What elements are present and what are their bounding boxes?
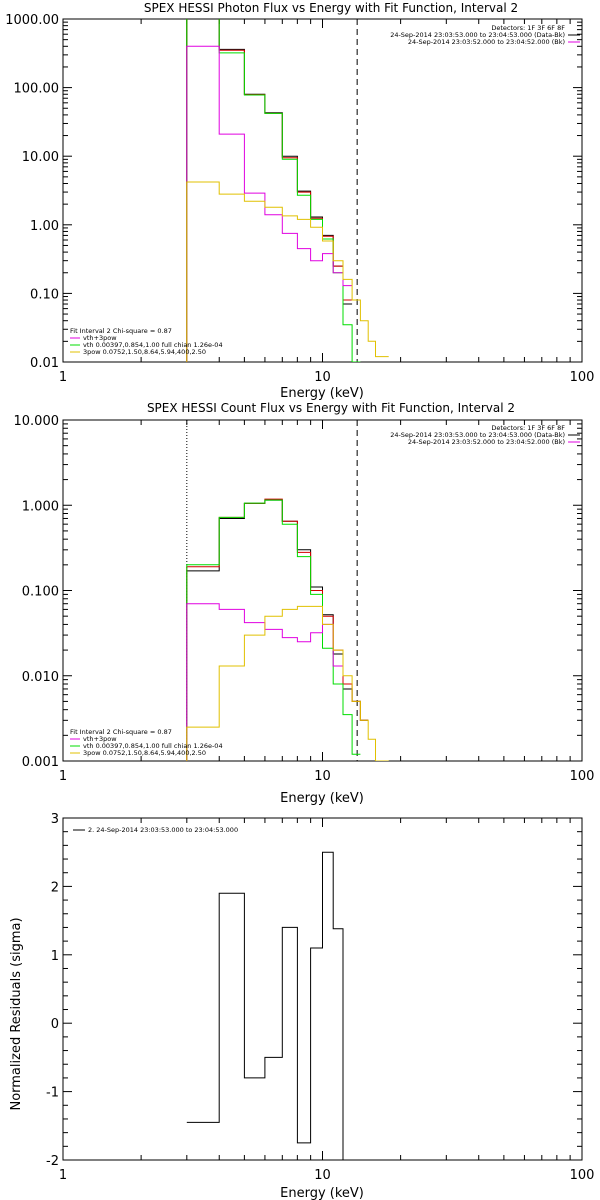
residuals-ytick-label: -2 [46,1154,59,1169]
photon-flux-panel: SPEX HESSI Photon Flux vs Energy with Fi… [5,1,595,401]
photon-legend-entry: 24-Sep-2014 23:03:52.000 to 23:04:52.000… [408,38,565,46]
photon-fit-entry: vth+3pow [83,334,117,342]
photon-ytick-label: 1000.00 [5,13,59,28]
count-legend-entry: 24-Sep-2014 23:03:53.000 to 23:04:53.000… [390,431,565,439]
residuals-y-tick-labels: -2 -1 0 1 2 3 [46,812,59,1169]
count-x-axis-label: Energy (keV) [280,791,364,806]
photon-fit-header: Fit Interval 2 Chi-square = 0.87 [70,327,172,335]
photon-fit-entry: 3pow 0.0752,1.50,8.64,5.94,400,2.50 [83,348,206,356]
photon-series-magenta [186,45,353,362]
residuals-panel: -2 -1 0 1 2 3 1 10 100 Energy (keV) Norm… [9,812,594,1200]
count-ytick-label: 0.100 [22,585,59,600]
photon-title: SPEX HESSI Photon Flux vs Energy with Fi… [144,1,518,15]
photon-ytick-label: 0.10 [30,287,59,302]
count-ytick-label: 1.000 [22,499,59,514]
count-legend-detectors: Detectors: 1F 3F 6F 8F [491,424,565,432]
residuals-xtick-label: 1 [59,1168,67,1183]
photon-xtick-label: 100 [570,370,595,385]
count-fit-entry: vth+3pow [83,735,117,743]
residuals-x-axis-label: Energy (keV) [280,1186,364,1200]
photon-plot-frame [62,18,583,363]
count-title: SPEX HESSI Count Flux vs Energy with Fit… [147,401,515,415]
count-xtick-label: 10 [314,769,331,784]
photon-series-yellow [186,181,389,362]
count-y-tick-labels: 0.001 0.010 0.100 1.000 10.000 [14,414,60,770]
residuals-ytick-label: -1 [46,1086,59,1101]
residuals-ytick-label: 1 [51,949,59,964]
count-fit-header: Fit Interval 2 Chi-square = 0.87 [70,728,172,736]
residuals-x-tick-labels: 1 10 100 [59,1168,595,1183]
residuals-ytick-label: 3 [51,812,59,827]
residuals-ytick-label: 0 [51,1017,59,1032]
photon-xtick-label: 1 [59,370,67,385]
count-legend: Detectors: 1F 3F 6F 8F 24-Sep-2014 23:03… [390,424,580,446]
count-xtick-label: 100 [570,769,595,784]
residuals-legend-entry: 2. 24-Sep-2014 23:03:53.000 to 23:04:53.… [88,826,238,834]
photon-ytick-label: 100.00 [14,82,60,97]
count-legend-entry: 24-Sep-2014 23:03:52.000 to 23:04:52.000… [408,438,565,446]
photon-ytick-label: 1.00 [30,219,59,234]
residuals-series-black [186,851,344,1160]
photon-fit-legend: Fit Interval 2 Chi-square = 0.87 vth+3po… [70,327,223,356]
photon-x-axis-label: Energy (keV) [280,386,364,401]
photon-ytick-label: 10.00 [22,150,59,165]
photon-legend: Detectors: 1F 3F 6F 8F 24-Sep-2014 23:03… [390,24,580,46]
photon-series-green [186,19,361,362]
count-fit-legend: Fit Interval 2 Chi-square = 0.87 vth+3po… [70,728,223,757]
count-ytick-label: 10.000 [14,414,60,429]
residuals-plot-area [62,817,583,1161]
photon-legend-entry: 24-Sep-2014 23:03:53.000 to 23:04:53.000… [390,31,565,39]
count-fit-entry: vth 0.00397,0.854,1.00 full chian 1.26e-… [83,742,223,750]
residuals-legend: 2. 24-Sep-2014 23:03:53.000 to 23:04:53.… [73,826,238,834]
residuals-xtick-label: 100 [570,1168,595,1183]
count-ytick-label: 0.010 [22,670,59,685]
photon-fit-entry: vth 0.00397,0.854,1.00 full chian 1.26e-… [83,341,223,349]
residuals-ytick-label: 2 [51,880,59,895]
count-flux-panel: SPEX HESSI Count Flux vs Energy with Fit… [14,401,595,806]
count-plot-area [62,419,583,762]
count-xtick-label: 1 [59,769,67,784]
photon-x-tick-labels: 1 10 100 [59,370,595,385]
photon-xtick-label: 10 [314,370,331,385]
count-series-green [186,499,361,761]
count-fit-entry: 3pow 0.0752,1.50,8.64,5.94,400,2.50 [83,749,206,757]
photon-legend-detectors: Detectors: 1F 3F 6F 8F [491,24,565,32]
count-ytick-label: 0.001 [22,755,59,770]
residuals-xtick-label: 10 [314,1168,331,1183]
residuals-y-axis-label: Normalized Residuals (sigma) [9,917,24,1110]
photon-plot-area [62,18,583,363]
count-series-yellow [186,605,389,761]
photon-y-tick-labels: 0.01 0.10 1.00 10.00 100.00 1000.00 [5,13,59,371]
photon-ytick-label: 0.01 [30,356,59,371]
count-x-tick-labels: 1 10 100 [59,769,595,784]
